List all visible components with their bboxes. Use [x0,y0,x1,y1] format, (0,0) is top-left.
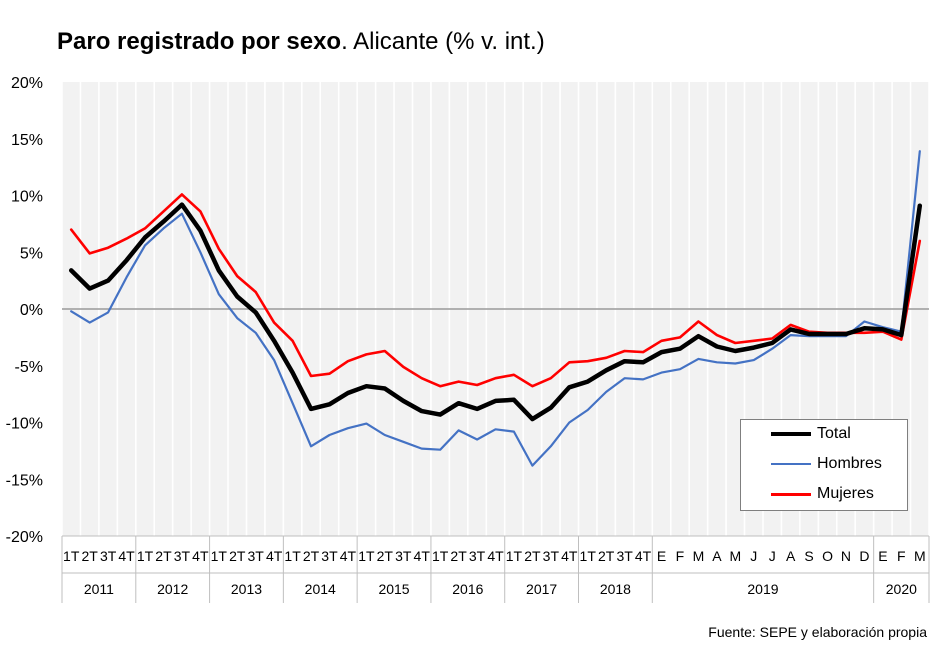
chart-legend: Total Hombres Mujeres [740,419,908,511]
y-tick-label: 10% [11,189,43,206]
legend-item-mujeres: Mujeres [771,484,874,504]
x-tick-label: J [769,548,776,564]
x-tick-label: 4T [414,548,431,564]
x-tick-label: 4T [118,548,135,564]
x-tick-label: 3T [616,548,633,564]
x-tick-label: 2T [229,548,246,564]
y-tick-label: 5% [20,245,43,262]
legend-swatch-hombres [771,463,811,465]
y-tick-label: -15% [6,472,43,489]
chart-title: Paro registrado por sexo. Alicante (% v.… [57,28,545,56]
x-tick-label: 4T [635,548,652,564]
x-tick-label: F [676,548,685,564]
legend-item-hombres: Hombres [771,454,882,474]
x-tick-label: M [729,548,741,564]
x-tick-label: A [786,548,796,564]
x-tick-label: M [914,548,926,564]
legend-label-mujeres: Mujeres [817,485,874,502]
x-tick-label: 2T [377,548,394,564]
x-tick-label: 4T [561,548,578,564]
x-tick-label: 4T [487,548,504,564]
x-tick-label: A [712,548,722,564]
x-tick-label: 2T [81,548,98,564]
x-tick-label: 3T [395,548,412,564]
x-group-label: 2011 [84,581,114,597]
x-tick-label: 1T [506,548,523,564]
x-group-label: 2020 [886,581,917,597]
x-tick-label: 1T [63,548,80,564]
x-tick-label: E [657,548,666,564]
x-tick-label: M [693,548,705,564]
legend-swatch-total [771,432,811,436]
x-tick-label: 2T [598,548,615,564]
x-tick-label: 1T [358,548,375,564]
series-line-mujeres [69,193,922,388]
x-tick-label: 2T [155,548,172,564]
source-note: Fuente: SEPE y elaboración propia [708,624,927,640]
x-tick-label: 1T [432,548,449,564]
legend-label-hombres: Hombres [817,455,882,472]
x-tick-label: 3T [469,548,486,564]
x-tick-label: 1T [580,548,597,564]
x-tick-label: 2T [303,548,320,564]
x-tick-label: 1T [284,548,301,564]
x-tick-label: 4T [266,548,283,564]
x-group-label: 2018 [600,581,631,597]
x-tick-label: S [804,548,813,564]
x-tick-label: D [859,548,869,564]
x-tick-label: 1T [211,548,228,564]
x-group-label: 2015 [378,581,409,597]
chart-title-sub: . Alicante (% v. int.) [341,28,545,55]
chart-title-main: Paro registrado por sexo [57,28,342,55]
x-tick-label: 3T [100,548,117,564]
y-tick-label: 15% [11,132,43,149]
x-tick-label: J [750,548,757,564]
x-group-label: 2017 [526,581,557,597]
legend-label-total: Total [817,425,851,442]
series-line-total [68,202,923,422]
x-tick-label: N [841,548,851,564]
x-tick-label: 3T [543,548,560,564]
x-group-label: 2014 [305,581,336,597]
x-group-label: 2019 [747,581,778,597]
x-tick-label: 3T [321,548,338,564]
x-tick-label: 3T [248,548,265,564]
x-group-label: 2016 [452,581,483,597]
y-tick-label: -20% [6,529,43,546]
y-tick-label: -5% [15,359,43,376]
x-group-label: 2013 [231,581,262,597]
y-tick-label: -10% [6,416,43,433]
x-tick-label: 4T [192,548,209,564]
legend-swatch-mujeres [771,492,811,496]
x-tick-label: O [822,548,833,564]
x-tick-label: 2T [524,548,541,564]
x-group-label: 2012 [157,581,188,597]
x-tick-label: 3T [174,548,191,564]
legend-item-total: Total [771,424,851,444]
x-tick-label: 2T [450,548,467,564]
y-tick-label: 0% [20,302,43,319]
x-tick-label: 1T [137,548,154,564]
series-line-hombres [70,150,921,467]
y-tick-label: 20% [11,75,43,92]
x-tick-label: 4T [340,548,357,564]
x-tick-label: E [878,548,887,564]
x-tick-label: F [897,548,906,564]
